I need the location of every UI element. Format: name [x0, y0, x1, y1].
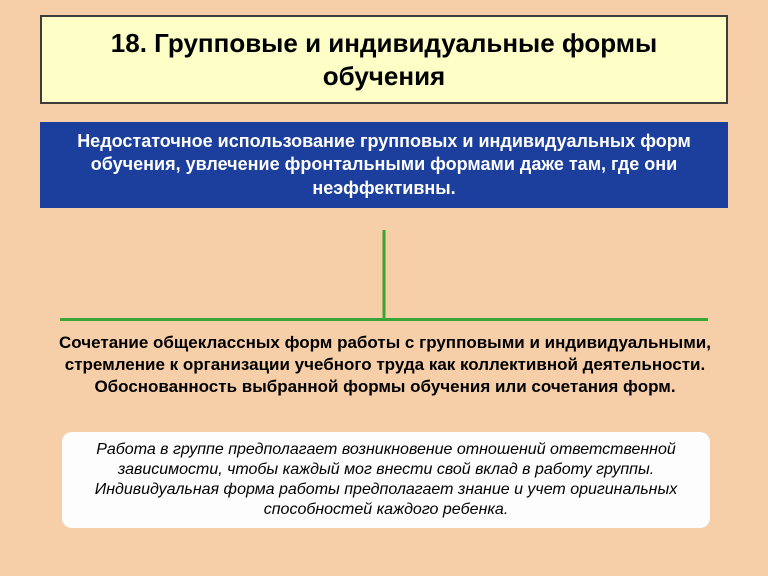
note-text: Работа в группе предполагает возникновен… [95, 441, 677, 518]
subtitle-box: Недостаточное использование групповых и … [40, 122, 728, 208]
title-text: 18. Групповые и индивидуальные формы обу… [111, 28, 657, 91]
subtitle-text: Недостаточное использование групповых и … [77, 131, 691, 198]
title-box: 18. Групповые и индивидуальные формы обу… [40, 15, 728, 104]
connector-horizontal [60, 318, 708, 321]
body-text: Сочетание общеклассных форм работы с гру… [59, 333, 711, 396]
slide: 18. Групповые и индивидуальные формы обу… [0, 0, 768, 576]
note-box: Работа в группе предполагает возникновен… [62, 432, 710, 528]
body-text-box: Сочетание общеклассных форм работы с гру… [55, 332, 715, 398]
connector-vertical [383, 230, 386, 320]
